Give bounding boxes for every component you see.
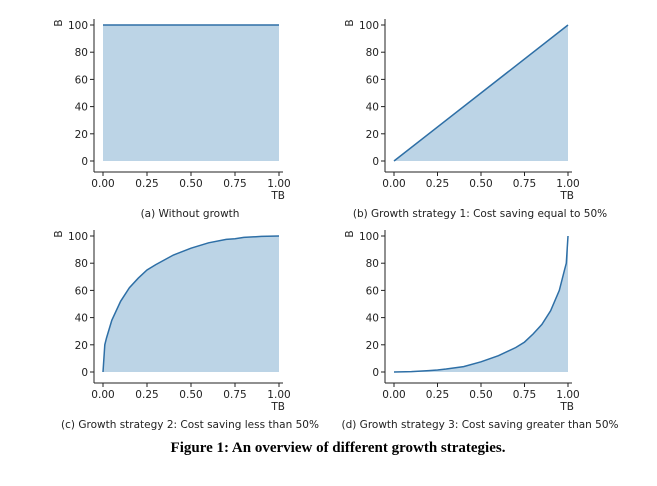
y-tick-label: 40	[75, 313, 88, 325]
figure-caption: Figure 1: An overview of different growt…	[171, 440, 506, 456]
x-tick-label: 0.50	[469, 178, 492, 190]
x-axis-label: TB	[559, 190, 574, 202]
x-tick-label: 0.00	[91, 178, 114, 190]
x-axis-label: TB	[270, 190, 285, 202]
subfigure-caption: (d) Growth strategy 3: Cost saving great…	[341, 419, 618, 431]
y-tick-label: 40	[366, 313, 379, 325]
x-tick-label: 0.50	[469, 389, 492, 401]
x-tick-label: 0.75	[513, 389, 536, 401]
x-axis-label: TB	[270, 401, 285, 413]
y-tick-label: 20	[366, 129, 379, 141]
y-tick-label: 40	[366, 102, 379, 114]
y-tick-label: 60	[366, 285, 379, 297]
y-tick-label: 40	[75, 102, 88, 114]
subfigure-caption: (c) Growth strategy 2: Cost saving less …	[61, 419, 319, 431]
area-fill	[394, 236, 568, 372]
x-tick-label: 0.75	[223, 389, 246, 401]
y-tick-label: 100	[359, 231, 379, 243]
x-tick-label: 0.75	[223, 178, 246, 190]
area-fill	[103, 25, 279, 161]
x-tick-label: 1.00	[556, 178, 579, 190]
x-tick-label: 0.00	[382, 389, 405, 401]
x-tick-label: 0.00	[91, 389, 114, 401]
y-axis-label: B	[344, 230, 356, 237]
y-tick-label: 0	[81, 367, 88, 379]
y-axis-label: B	[53, 230, 65, 237]
x-axis-label: TB	[559, 401, 574, 413]
y-tick-label: 0	[372, 156, 379, 168]
x-tick-label: 1.00	[556, 389, 579, 401]
series-line	[393, 24, 569, 162]
x-tick-label: 1.00	[267, 178, 290, 190]
y-tick-label: 20	[366, 340, 379, 352]
y-tick-label: 80	[75, 258, 88, 270]
y-tick-label: 20	[75, 340, 88, 352]
x-tick-label: 0.25	[426, 178, 449, 190]
y-tick-label: 80	[366, 258, 379, 270]
y-axis-label: B	[344, 19, 356, 26]
y-axis-label: B	[53, 19, 65, 26]
y-tick-label: 100	[68, 231, 88, 243]
y-tick-label: 100	[68, 20, 88, 32]
y-tick-label: 20	[75, 129, 88, 141]
series-line	[102, 235, 280, 373]
subfigure-caption: (b) Growth strategy 1: Cost saving equal…	[353, 208, 607, 220]
x-tick-label: 0.25	[135, 389, 158, 401]
x-tick-label: 0.25	[135, 178, 158, 190]
series-line	[393, 235, 569, 373]
x-tick-label: 0.25	[426, 389, 449, 401]
x-tick-label: 0.75	[513, 178, 536, 190]
y-tick-label: 0	[81, 156, 88, 168]
y-tick-label: 80	[75, 47, 88, 59]
area-fill	[103, 236, 279, 372]
x-tick-label: 0.50	[179, 178, 202, 190]
y-tick-label: 60	[75, 74, 88, 86]
x-tick-label: 1.00	[267, 389, 290, 401]
y-tick-label: 60	[366, 74, 379, 86]
y-tick-label: 0	[372, 367, 379, 379]
x-tick-label: 0.50	[179, 389, 202, 401]
y-tick-label: 100	[359, 20, 379, 32]
y-tick-label: 60	[75, 285, 88, 297]
y-tick-label: 80	[366, 47, 379, 59]
x-tick-label: 0.00	[382, 178, 405, 190]
subfigure-caption: (a) Without growth	[141, 208, 240, 220]
